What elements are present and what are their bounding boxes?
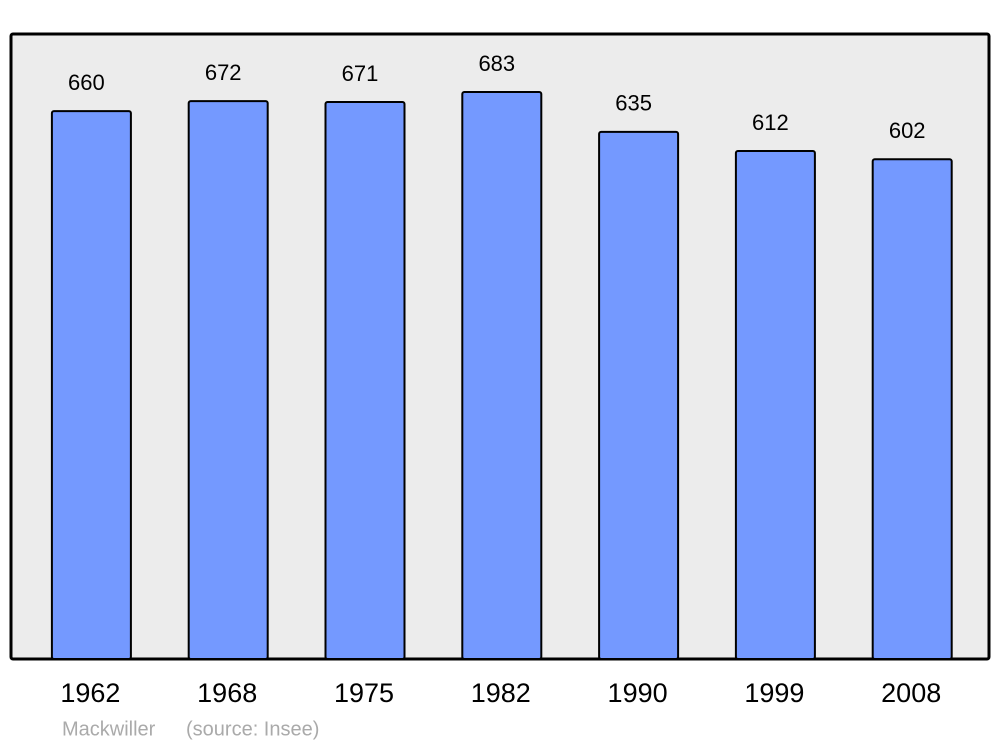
value-label: 602: [889, 118, 926, 143]
x-tick-label: 1962: [60, 678, 120, 708]
bar: [461, 91, 543, 660]
bar: [187, 100, 269, 660]
x-tick-label: 2008: [881, 678, 941, 708]
x-tick-label: 1990: [608, 678, 668, 708]
value-label: 660: [68, 70, 105, 95]
source: (source: Insee): [186, 718, 319, 740]
bar: [734, 149, 816, 660]
x-tick-label: 1982: [471, 678, 531, 708]
value-label: 683: [478, 51, 515, 76]
bar: [598, 130, 680, 661]
x-tick-label: 1999: [744, 678, 804, 708]
bar: [871, 158, 953, 660]
author: Mackwiller: [62, 718, 156, 740]
x-tick-label: 1968: [197, 678, 257, 708]
value-label: 612: [752, 110, 789, 135]
value-label: 671: [342, 61, 379, 86]
x-tick-label: 1975: [334, 678, 394, 708]
bar: [324, 100, 406, 661]
bar: [50, 110, 132, 661]
value-label: 635: [615, 91, 652, 116]
value-label: 672: [205, 60, 242, 85]
